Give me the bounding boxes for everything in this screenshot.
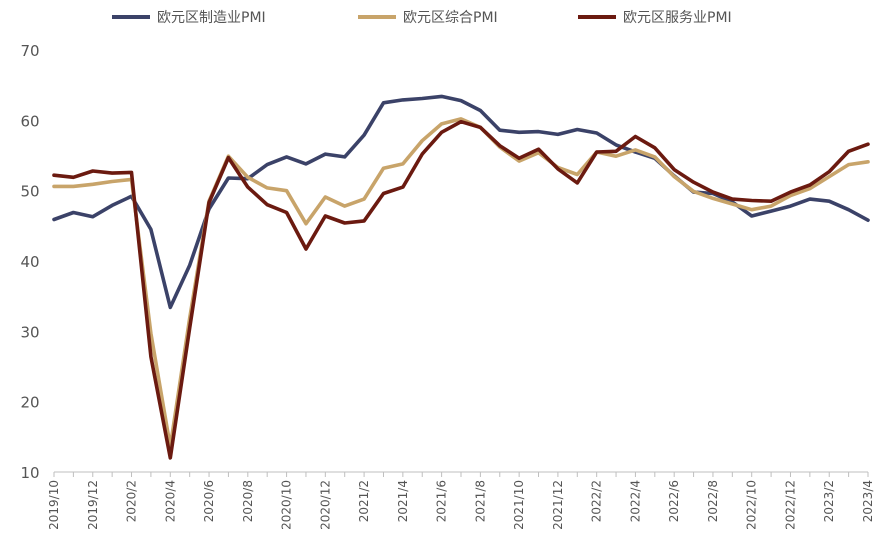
x-tick-label: 2021/8: [473, 480, 487, 522]
y-tick-label: 50: [20, 183, 39, 201]
x-tick-label: 2022/12: [783, 480, 797, 530]
x-tick-label: 2023/4: [861, 480, 875, 522]
legend-item-services: 欧元区服务业PMI: [578, 10, 732, 26]
x-tick-label: 2022/8: [706, 480, 720, 522]
x-tick-label: 2021/2: [357, 480, 371, 522]
plot-area: [52, 94, 870, 460]
legend-item-manufacturing: 欧元区制造业PMI: [112, 10, 266, 26]
x-tick-label: 2020/6: [202, 480, 216, 522]
y-tick-label: 40: [20, 253, 39, 271]
legend: 欧元区制造业PMI 欧元区综合PMI 欧元区服务业PMI: [112, 10, 732, 26]
series-line-services: [52, 119, 870, 460]
legend-item-composite: 欧元区综合PMI: [358, 10, 498, 26]
x-tick-label: 2019/12: [86, 480, 100, 530]
x-tick-label: 2022/6: [667, 480, 681, 522]
series-line-manufacturing: [52, 94, 870, 310]
x-tick-label: 2021/12: [551, 480, 565, 530]
x-tick-label: 2022/2: [590, 480, 604, 522]
legend-label-manufacturing: 欧元区制造业PMI: [157, 10, 266, 26]
y-tick-label: 70: [20, 42, 39, 60]
x-axis: 2019/10 2019/12 2020/2 2020/4 2020/6 2020/8 20…: [47, 471, 875, 530]
legend-label-services: 欧元区服务业PMI: [623, 10, 732, 26]
x-tick-label: 2021/10: [512, 480, 526, 530]
x-tick-label: 2020/2: [125, 480, 139, 522]
y-axis: 10 20 30 40 50 60 70: [20, 42, 39, 482]
x-tick-label: 2023/2: [822, 480, 836, 522]
x-tick-label: 2020/8: [241, 480, 255, 522]
x-tick-label: 2022/10: [745, 480, 759, 530]
y-tick-label: 60: [20, 112, 39, 130]
x-tick-label: 2021/6: [435, 480, 449, 522]
x-tick-label: 2019/10: [47, 480, 61, 530]
x-tick-label: 2020/10: [280, 480, 294, 530]
x-tick-label: 2020/4: [163, 480, 177, 522]
series-line-composite: [52, 117, 870, 449]
y-tick-label: 20: [20, 394, 39, 412]
legend-label-composite: 欧元区综合PMI: [403, 10, 498, 26]
y-tick-label: 10: [20, 464, 39, 482]
x-tick-label: 2022/4: [628, 480, 642, 522]
x-tick-label: 2021/4: [396, 480, 410, 522]
y-tick-label: 30: [20, 323, 39, 341]
x-tick-label: 2020/12: [318, 480, 332, 530]
